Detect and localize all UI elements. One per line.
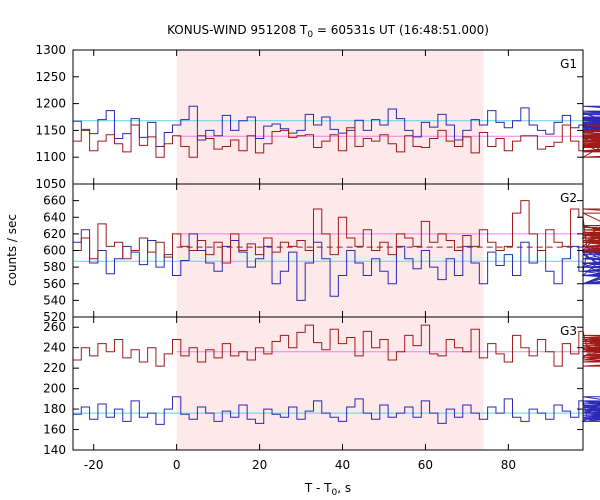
panel-g3-y-tick-label: 240: [43, 341, 66, 355]
x-axis-label-part-1: 0: [332, 488, 338, 498]
x-tick-label: 40: [335, 458, 350, 472]
panel-g2-y-tick-label: 620: [43, 227, 66, 241]
panel-g1-y-tick-label: 1300: [35, 43, 66, 57]
panel-g2-y-tick-label: 540: [43, 293, 66, 307]
x-tick-label: 20: [252, 458, 267, 472]
panel-g1-y-tick-label: 1150: [35, 123, 66, 137]
x-axis-label-part-2: , s: [337, 481, 351, 495]
panel-g3-series-1-step-line: [73, 396, 600, 425]
panel-g2-y-tick-label: 600: [43, 244, 66, 258]
panel-g1-y-tick-label: 1050: [35, 177, 66, 191]
text-layer: 1050 1100 1150 1200 1250 1300 G1 520 540 560 580 60…: [5, 23, 577, 498]
x-tick-label: 0: [173, 458, 181, 472]
panel-g3-y-tick-label: 180: [43, 402, 66, 416]
x-axis-label-part-0: T - T: [304, 481, 332, 495]
panel-g2-y-tick-label: 640: [43, 210, 66, 224]
x-tick-label: -20: [84, 458, 104, 472]
y-axis-label: counts / sec: [5, 214, 19, 286]
x-axis-label: T - T0, s: [304, 481, 351, 498]
panel-g2-y-tick-label: 660: [43, 194, 66, 208]
panel-g2-y-tick-label: 520: [43, 310, 66, 324]
panel-g2-label: G2: [560, 191, 577, 205]
panel-g3-y-tick-label: 220: [43, 361, 66, 375]
chart-title-part-0: KONUS-WIND 951208 T: [167, 23, 308, 37]
chart-title: KONUS-WIND 951208 T0 = 60531s UT (16:48:…: [167, 23, 489, 40]
panel-g1-series-0-step-line: [73, 105, 600, 147]
panel-g2-y-tick-label: 580: [43, 260, 66, 274]
panel-g2-y-tick-label: 560: [43, 277, 66, 291]
panel-g3-label: G3: [560, 324, 577, 338]
x-tick-label: 60: [418, 458, 433, 472]
panel-g3-y-tick-label: 200: [43, 382, 66, 396]
panel-g3-y-tick-label: 160: [43, 423, 66, 437]
panel-g3-series-0-step-line: [73, 324, 600, 367]
chart-title-part-1: 0: [307, 30, 313, 40]
panel-g1-y-tick-label: 1250: [35, 70, 66, 84]
panel-g2-series-0-step-line: [73, 229, 600, 301]
panel-g3-y-tick-label: 140: [43, 443, 66, 457]
panel-g3-y-tick-label: 260: [43, 320, 66, 334]
panel-g1-y-tick-label: 1200: [35, 97, 66, 111]
panel-frames-layer: [72, 49, 584, 451]
chart-title-part-2: = 60531s UT (16:48:51.000): [313, 23, 489, 37]
panel-g1-label: G1: [560, 57, 577, 71]
panel-g3-frame: [72, 316, 584, 451]
panel-g1-y-tick-label: 1100: [35, 150, 66, 164]
x-tick-label: 80: [501, 458, 516, 472]
